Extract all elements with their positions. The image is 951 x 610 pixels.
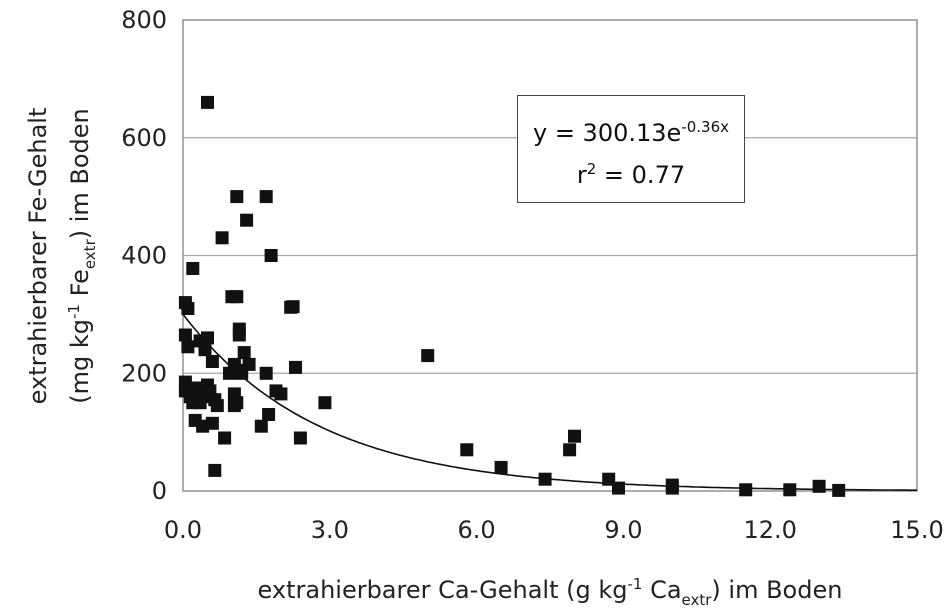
data-point: [181, 340, 194, 353]
y-tick-label: 800: [121, 6, 167, 34]
x-tick-label: 0.0: [164, 516, 202, 544]
data-point: [238, 346, 251, 359]
y-tick-label: 400: [121, 242, 167, 270]
x-axis-title: extrahierbarer Ca-Gehalt (g kg-1 Caextr)…: [258, 575, 843, 609]
data-point: [199, 343, 212, 356]
data-point: [233, 329, 246, 342]
data-point: [240, 214, 253, 227]
data-point: [813, 480, 826, 493]
y-tick-label: 200: [121, 359, 167, 387]
y-tick-label: 0: [152, 477, 167, 505]
data-point: [539, 473, 552, 486]
data-point: [287, 300, 300, 313]
data-point: [223, 367, 236, 380]
y-axis-title-line2: (mg kg-1 Feextr) im Boden: [65, 108, 99, 404]
data-point: [206, 355, 219, 368]
data-point: [228, 399, 241, 412]
data-point: [181, 302, 194, 315]
data-point: [563, 443, 576, 456]
x-tick-label: 15.0: [890, 516, 943, 544]
data-point: [289, 361, 302, 374]
data-point: [612, 482, 625, 495]
data-point: [495, 461, 508, 474]
data-point: [318, 396, 331, 409]
regression-equation-box: y = 300.13e-0.36x r2 = 0.77: [517, 95, 745, 203]
data-point: [201, 96, 214, 109]
x-axis-ticks: 0.0 3.0 6.0 9.0 12.0 15.0: [164, 516, 944, 544]
x-tick-label: 3.0: [311, 516, 349, 544]
regression-equation: y = 300.13e-0.36x: [518, 118, 744, 147]
data-point: [208, 464, 221, 477]
data-point: [201, 331, 214, 344]
data-point: [179, 329, 192, 342]
data-point: [211, 399, 224, 412]
data-points: [179, 96, 845, 497]
data-point: [783, 483, 796, 496]
trendline: [183, 314, 917, 490]
y-axis-ticks: 0 200 400 600 800: [121, 6, 167, 505]
data-point: [230, 190, 243, 203]
data-point: [832, 484, 845, 497]
y-axis-title-line1: extrahierbarer Fe-Gehalt: [24, 108, 52, 405]
data-point: [262, 408, 275, 421]
data-point: [260, 190, 273, 203]
data-point: [206, 417, 219, 430]
data-point: [294, 432, 307, 445]
x-tick-label: 6.0: [458, 516, 496, 544]
data-point: [255, 420, 268, 433]
r-squared-value: r2 = 0.77: [518, 160, 744, 189]
x-tick-label: 12.0: [743, 516, 796, 544]
y-tick-label: 600: [121, 124, 167, 152]
data-point: [218, 432, 231, 445]
data-point: [265, 249, 278, 262]
trendline-group: [183, 314, 917, 490]
data-point: [216, 231, 229, 244]
data-point: [230, 290, 243, 303]
data-point: [235, 367, 248, 380]
data-point: [186, 262, 199, 275]
data-point: [568, 430, 581, 443]
x-tick-label: 9.0: [604, 516, 642, 544]
data-point: [739, 483, 752, 496]
data-point: [274, 387, 287, 400]
data-point: [666, 482, 679, 495]
data-point: [460, 443, 473, 456]
data-point: [260, 367, 273, 380]
data-point: [421, 349, 434, 362]
